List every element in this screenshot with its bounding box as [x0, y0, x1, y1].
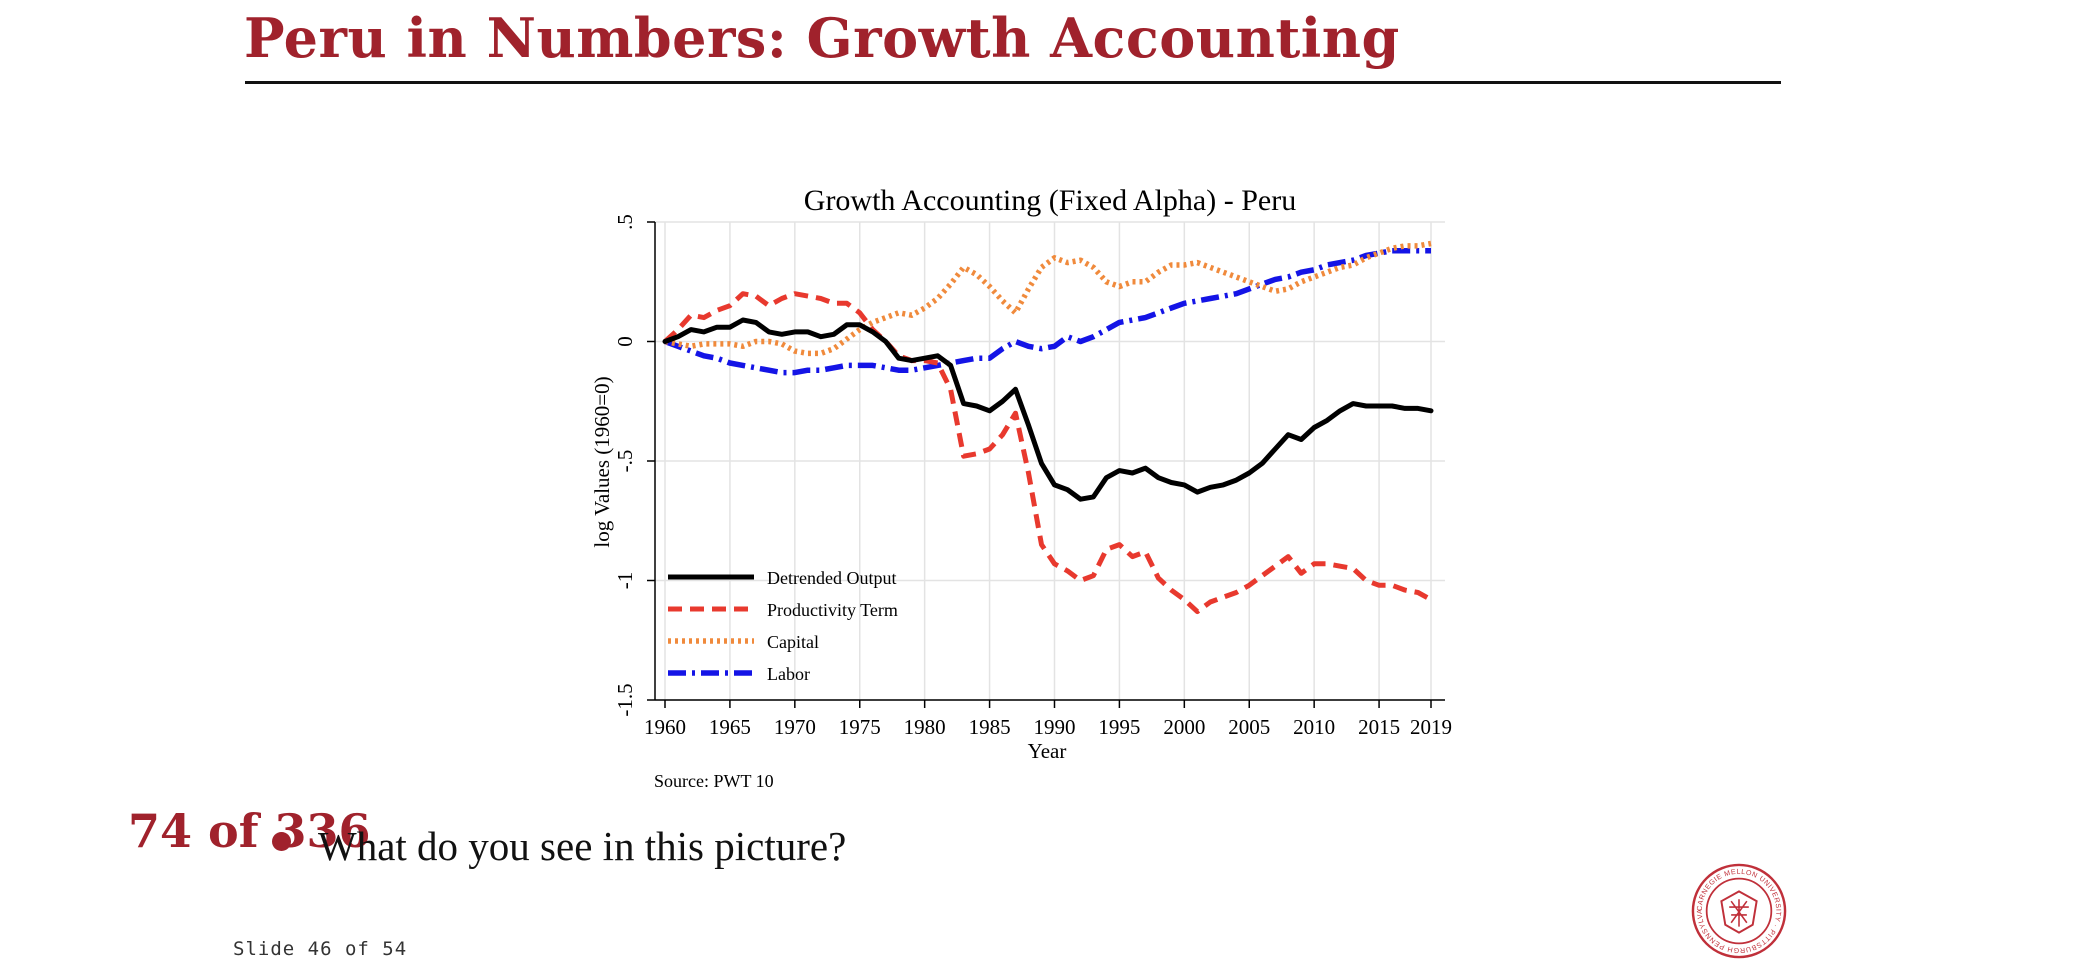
x-tick-label: 1995 — [1098, 715, 1140, 739]
y-tick-label: 0 — [613, 336, 637, 347]
series-line-capital — [664, 240, 1432, 357]
slide-title: Peru in Numbers: Growth Accounting — [244, 6, 1400, 70]
legend-label: Labor — [767, 664, 810, 684]
x-axis-label: Year — [1028, 739, 1067, 763]
legend-label: Productivity Term — [767, 600, 898, 620]
bullet-text: What do you see in this picture? — [318, 823, 847, 869]
x-tick-label: 1970 — [774, 715, 816, 739]
y-axis-label: log Values (1960=0) — [590, 376, 614, 547]
x-tick-label: 1985 — [969, 715, 1011, 739]
y-tick-label: -.5 — [613, 450, 637, 473]
x-tick-label: 2005 — [1228, 715, 1270, 739]
x-tick-label: 2000 — [1163, 715, 1205, 739]
y-tick-label: -1 — [613, 572, 637, 590]
cmu-seal-icon: CARNEGIE MELLON UNIVERSITY · PITTSBURGH … — [1690, 862, 1787, 959]
x-tick-label: 1960 — [644, 715, 686, 739]
slide-number: Slide 46 of 54 — [233, 938, 408, 960]
x-tick-label: 1990 — [1033, 715, 1075, 739]
bullet-icon — [272, 832, 291, 851]
series-layer — [662, 240, 1434, 615]
x-tick-label: 2019 — [1410, 715, 1452, 739]
x-tick-label: 1965 — [709, 715, 751, 739]
legend-label: Capital — [767, 632, 819, 652]
series-line-labor — [664, 247, 1431, 376]
x-tick-label: 1975 — [839, 715, 881, 739]
x-tick-label: 1980 — [904, 715, 946, 739]
y-tick-label: .5 — [613, 214, 637, 230]
legend-label: Detrended Output — [767, 568, 896, 588]
page-counter: 74 of 336 — [128, 804, 371, 858]
y-tick-label: -1.5 — [613, 683, 637, 716]
x-tick-label: 2010 — [1293, 715, 1335, 739]
axes-layer: 1960 1965 1970 1975 1980 1985 1990 1995 2000 2005… — [613, 214, 1452, 739]
chart-legend: Detrended Output Productivity Term Capital… — [668, 568, 898, 684]
series-line-detrended-output — [662, 317, 1434, 502]
source-note: Source: PWT 10 — [654, 771, 774, 791]
chart-title: Growth Accounting (Fixed Alpha) - Peru — [804, 184, 1296, 217]
title-rule — [245, 81, 1781, 84]
x-tick-label: 2015 — [1358, 715, 1400, 739]
series-line-productivity-term — [663, 291, 1433, 615]
